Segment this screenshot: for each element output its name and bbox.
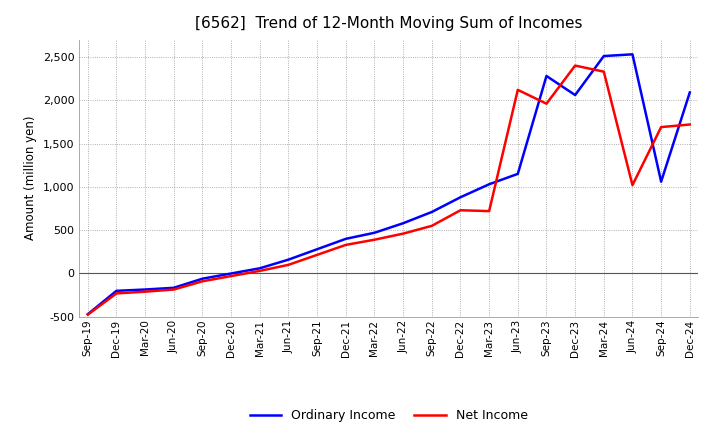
- Net Income: [685, 122, 694, 127]
- Ordinary Income: [428, 209, 436, 215]
- Net Income: [284, 262, 293, 268]
- Net Income: [513, 87, 522, 92]
- Ordinary Income: [657, 179, 665, 184]
- Ordinary Income: [169, 285, 178, 290]
- Net Income: [628, 183, 636, 188]
- Ordinary Income: [198, 276, 207, 281]
- Net Income: [84, 312, 92, 317]
- Y-axis label: Amount (million yen): Amount (million yen): [24, 116, 37, 240]
- Ordinary Income: [112, 288, 121, 293]
- Net Income: [485, 209, 493, 214]
- Line: Net Income: Net Income: [88, 66, 690, 315]
- Ordinary Income: [141, 287, 150, 292]
- Ordinary Income: [542, 73, 551, 79]
- Net Income: [141, 289, 150, 294]
- Net Income: [542, 101, 551, 106]
- Legend: Ordinary Income, Net Income: Ordinary Income, Net Income: [245, 404, 533, 427]
- Net Income: [571, 63, 580, 68]
- Ordinary Income: [256, 266, 264, 271]
- Net Income: [341, 242, 350, 248]
- Ordinary Income: [685, 90, 694, 95]
- Ordinary Income: [399, 220, 408, 226]
- Net Income: [169, 287, 178, 292]
- Line: Ordinary Income: Ordinary Income: [88, 54, 690, 314]
- Net Income: [227, 273, 235, 279]
- Title: [6562]  Trend of 12-Month Moving Sum of Incomes: [6562] Trend of 12-Month Moving Sum of I…: [195, 16, 582, 32]
- Net Income: [657, 125, 665, 130]
- Net Income: [112, 291, 121, 296]
- Net Income: [370, 237, 379, 242]
- Net Income: [198, 279, 207, 284]
- Ordinary Income: [370, 230, 379, 235]
- Net Income: [256, 268, 264, 274]
- Ordinary Income: [312, 246, 321, 252]
- Ordinary Income: [628, 51, 636, 57]
- Ordinary Income: [341, 236, 350, 242]
- Ordinary Income: [513, 171, 522, 176]
- Ordinary Income: [600, 53, 608, 59]
- Ordinary Income: [485, 182, 493, 187]
- Ordinary Income: [284, 257, 293, 262]
- Net Income: [428, 223, 436, 228]
- Ordinary Income: [456, 194, 465, 200]
- Ordinary Income: [571, 92, 580, 98]
- Net Income: [312, 252, 321, 257]
- Ordinary Income: [227, 271, 235, 276]
- Net Income: [456, 208, 465, 213]
- Net Income: [600, 69, 608, 74]
- Net Income: [399, 231, 408, 236]
- Ordinary Income: [84, 312, 92, 317]
